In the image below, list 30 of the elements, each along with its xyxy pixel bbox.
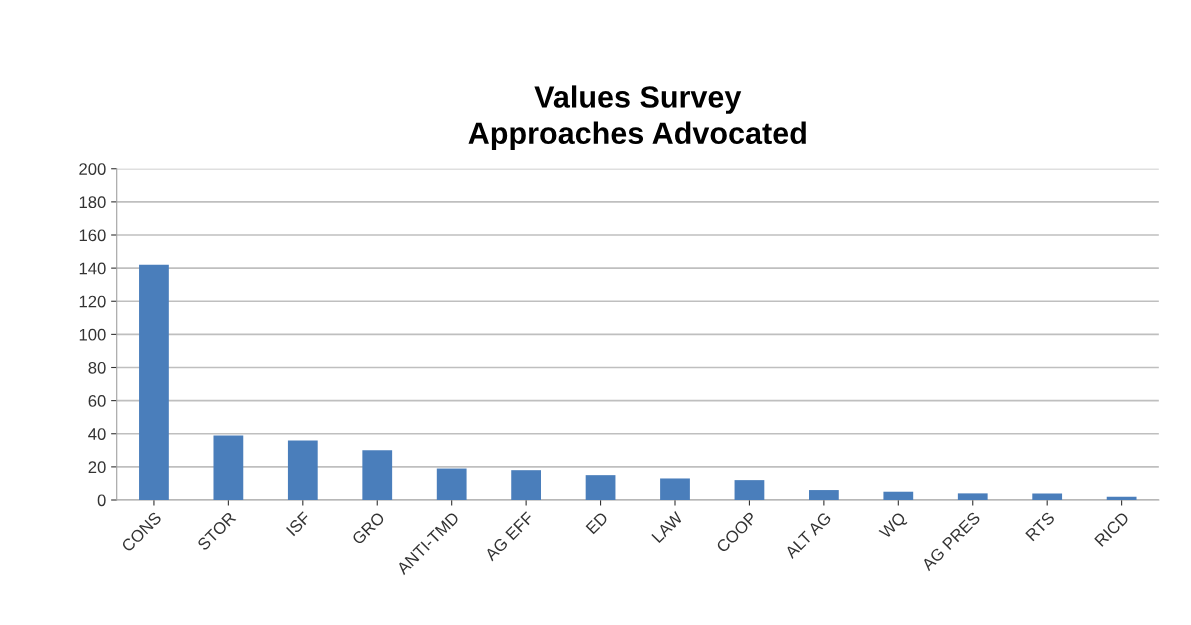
y-tick-label: 180 — [79, 196, 106, 209]
y-tick-label: 160 — [79, 229, 106, 242]
bar — [362, 450, 393, 500]
bar — [585, 475, 616, 500]
y-tick-label: 80 — [88, 361, 106, 374]
y-tick-label: 60 — [88, 395, 106, 407]
bar — [1032, 493, 1063, 500]
bar — [808, 490, 839, 500]
x-tick-label: ED — [585, 511, 609, 535]
bar — [883, 491, 914, 500]
chart-title: Values Survey Approaches Advocated — [468, 85, 806, 151]
y-tick-label: 140 — [79, 262, 106, 275]
x-tick-label: WQ — [878, 511, 909, 542]
bar — [436, 468, 467, 500]
y-tick-label: 0 — [97, 494, 106, 507]
bar — [734, 480, 765, 500]
bar — [1106, 496, 1137, 500]
bar — [511, 470, 542, 500]
bar — [287, 440, 318, 500]
y-tick-label: 20 — [88, 461, 106, 474]
y-tick-label: 120 — [79, 295, 106, 308]
y-tick-label: 40 — [88, 428, 106, 440]
x-tick-label: RTS — [1025, 511, 1056, 542]
y-tick-label: 200 — [79, 163, 106, 175]
y-tick-label: 100 — [79, 328, 106, 341]
bar — [139, 264, 169, 500]
bar — [213, 435, 244, 500]
bar — [957, 493, 988, 500]
x-tick-label: ISF — [285, 511, 311, 537]
bar — [660, 478, 690, 500]
